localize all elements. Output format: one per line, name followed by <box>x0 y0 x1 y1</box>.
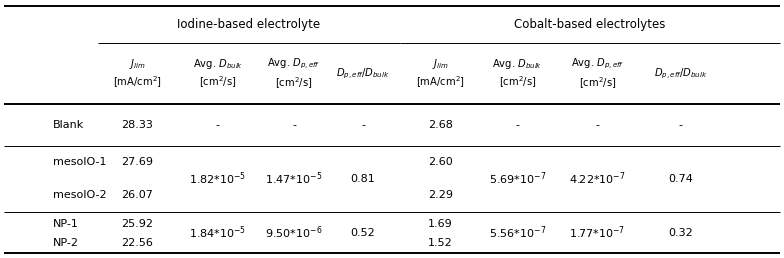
Text: mesoIO-1: mesoIO-1 <box>53 157 107 167</box>
Text: -: - <box>216 120 220 130</box>
Text: NP-1: NP-1 <box>53 219 79 229</box>
Text: 1.52: 1.52 <box>428 238 453 248</box>
Text: 0.32: 0.32 <box>668 228 693 238</box>
Text: -: - <box>292 120 296 130</box>
Text: 25.92: 25.92 <box>122 219 153 229</box>
Text: 1.84*10$^{-5}$: 1.84*10$^{-5}$ <box>190 224 246 241</box>
Text: -: - <box>678 120 683 130</box>
Text: Avg. $D_{p,eff}$
[cm$^2$/s]: Avg. $D_{p,eff}$ [cm$^2$/s] <box>267 57 321 91</box>
Text: 9.50*10$^{-6}$: 9.50*10$^{-6}$ <box>265 224 323 241</box>
Text: 27.69: 27.69 <box>122 157 153 167</box>
Text: 26.07: 26.07 <box>122 190 153 200</box>
Text: 2.29: 2.29 <box>428 190 453 200</box>
Text: 1.47*10$^{-5}$: 1.47*10$^{-5}$ <box>265 171 323 187</box>
Text: 1.69: 1.69 <box>428 219 453 229</box>
Text: mesoIO-2: mesoIO-2 <box>53 190 107 200</box>
Text: 2.60: 2.60 <box>428 157 453 167</box>
Text: 1.77*10$^{-7}$: 1.77*10$^{-7}$ <box>569 224 626 241</box>
Text: -: - <box>361 120 365 130</box>
Text: Avg. $D_{bulk}$
[cm$^2$/s]: Avg. $D_{bulk}$ [cm$^2$/s] <box>193 57 243 90</box>
Text: -: - <box>515 120 520 130</box>
Text: $J_{lim}$
[mA/cm$^2$]: $J_{lim}$ [mA/cm$^2$] <box>113 57 162 90</box>
Text: 0.81: 0.81 <box>350 174 376 184</box>
Text: 1.82*10$^{-5}$: 1.82*10$^{-5}$ <box>190 171 246 187</box>
Text: Cobalt-based electrolytes: Cobalt-based electrolytes <box>514 18 666 31</box>
Text: Blank: Blank <box>53 120 85 130</box>
Text: -: - <box>595 120 600 130</box>
Text: Iodine-based electrolyte: Iodine-based electrolyte <box>177 18 321 31</box>
Text: Avg. $D_{p,eff}$
[cm$^2$/s]: Avg. $D_{p,eff}$ [cm$^2$/s] <box>571 57 624 91</box>
Text: 28.33: 28.33 <box>122 120 153 130</box>
Text: Avg. $D_{bulk}$
[cm$^2$/s]: Avg. $D_{bulk}$ [cm$^2$/s] <box>492 57 543 90</box>
Text: 0.52: 0.52 <box>350 228 376 238</box>
Text: 2.68: 2.68 <box>428 120 453 130</box>
Text: 22.56: 22.56 <box>122 238 153 248</box>
Text: $J_{lim}$
[mA/cm$^2$]: $J_{lim}$ [mA/cm$^2$] <box>416 57 465 90</box>
Text: $D_{p,eff}$/$D_{bulk}$: $D_{p,eff}$/$D_{bulk}$ <box>336 66 390 81</box>
Text: 5.69*10$^{-7}$: 5.69*10$^{-7}$ <box>488 171 546 187</box>
Text: 4.22*10$^{-7}$: 4.22*10$^{-7}$ <box>569 171 626 187</box>
Text: 0.74: 0.74 <box>668 174 693 184</box>
Text: $D_{p,eff}$/$D_{bulk}$: $D_{p,eff}$/$D_{bulk}$ <box>654 66 707 81</box>
Text: NP-2: NP-2 <box>53 238 79 248</box>
Text: 5.56*10$^{-7}$: 5.56*10$^{-7}$ <box>488 224 546 241</box>
